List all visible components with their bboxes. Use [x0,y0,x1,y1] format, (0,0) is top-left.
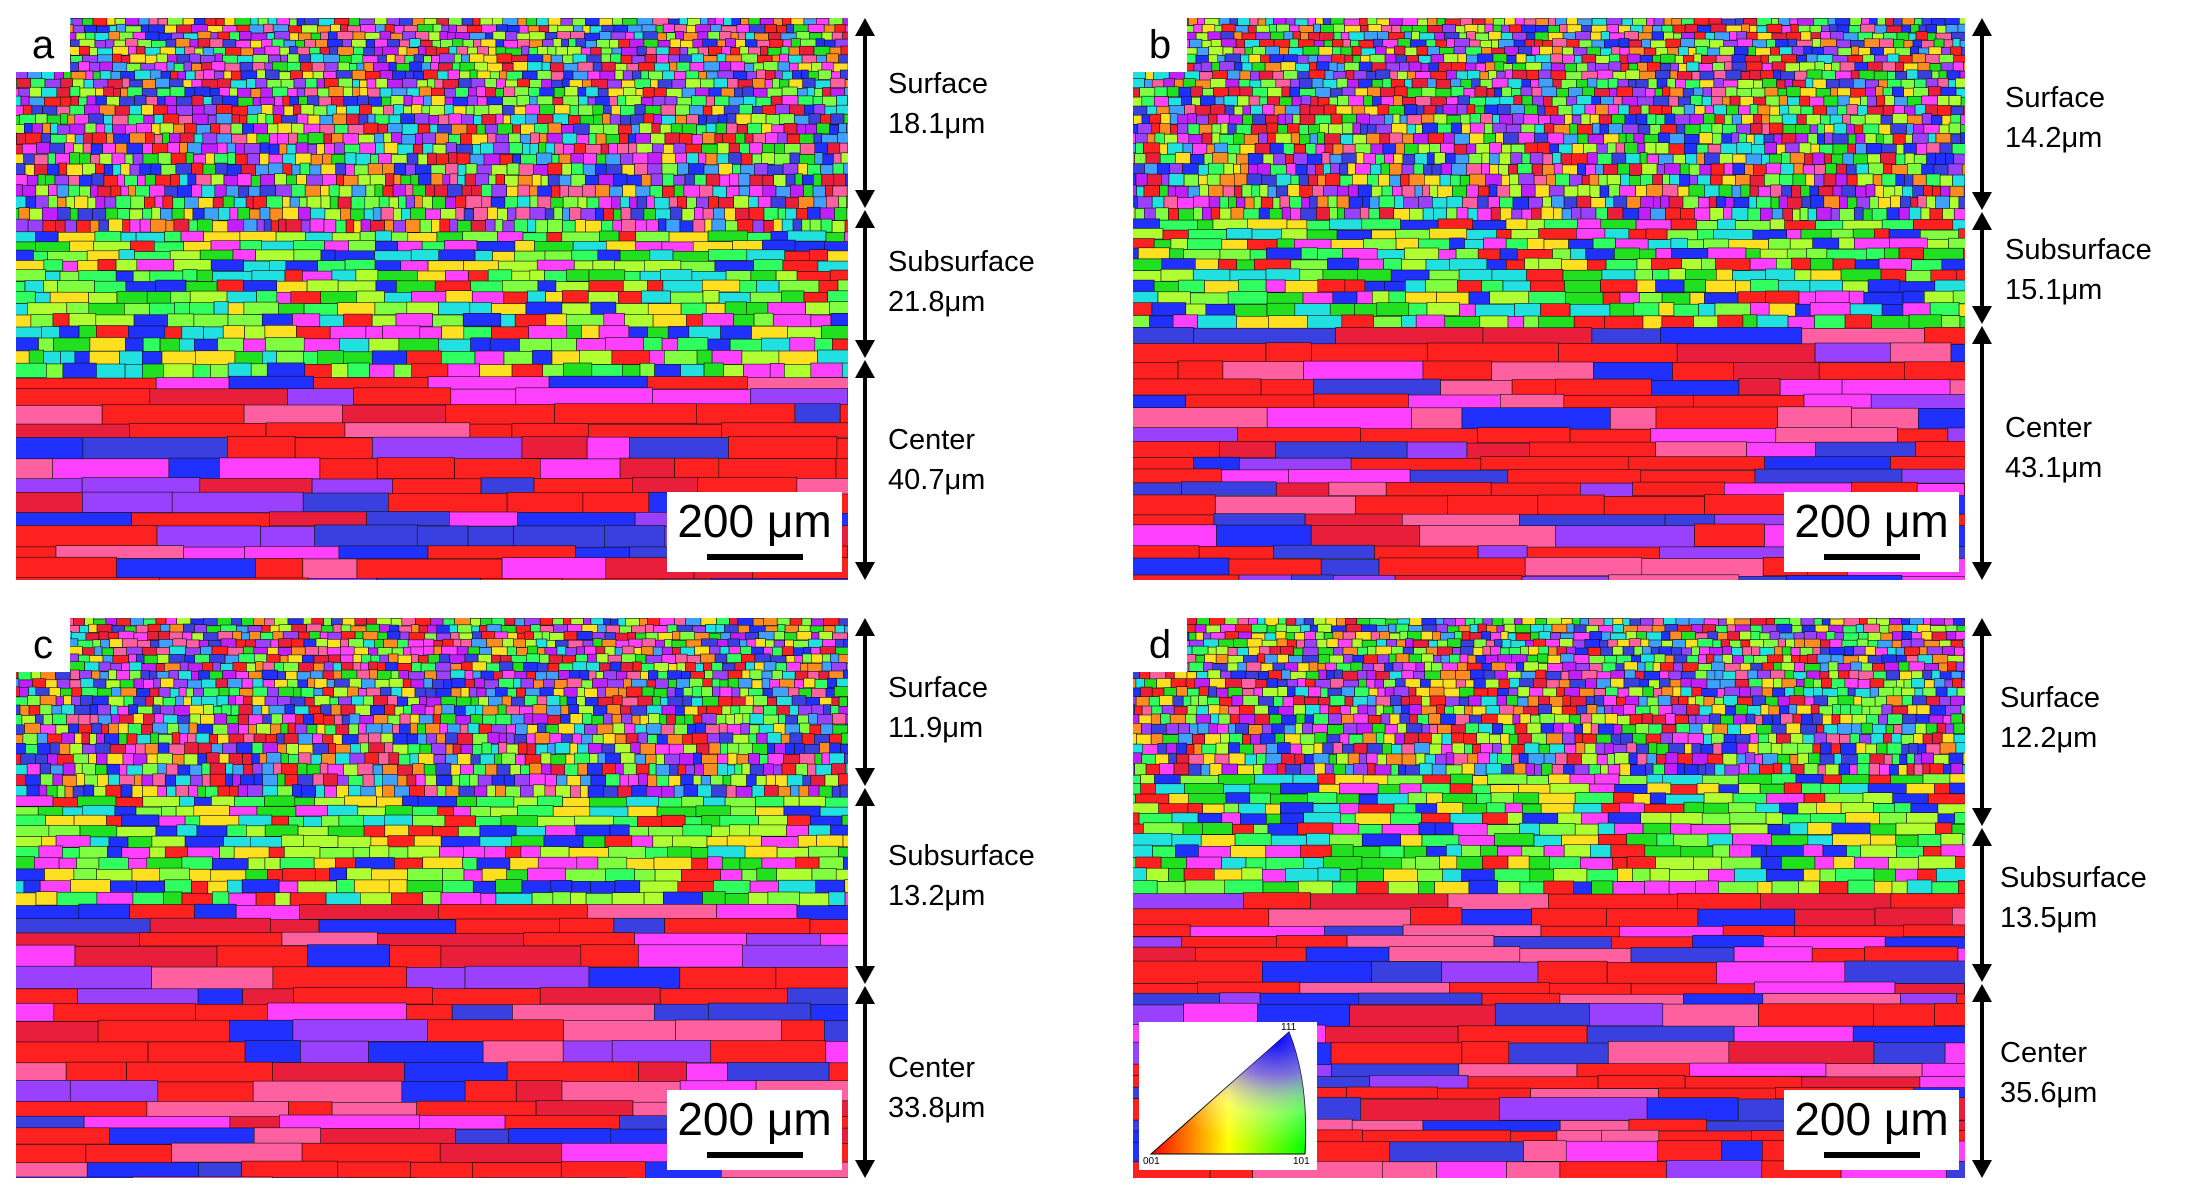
panel-letter-a: a [16,18,70,72]
region-name: Surface [2000,682,2100,714]
grain-size: 43.1μm [2005,452,2103,484]
region-center-label-a: Center 40.7μm [888,420,985,500]
region-surface-label-b: Surface 14.2μm [2005,78,2105,158]
region-subsurface-label-c: Subsurface 13.2μm [888,836,1035,916]
region-center-label-c: Center 33.8μm [888,1048,985,1128]
surface-arrow-c [850,618,880,786]
ipf-triangle [1149,1031,1307,1155]
grain-size: 13.5μm [2000,902,2098,934]
center-arrow-d [1967,984,1997,1178]
scale-bar-label-c: 200 μm [677,1093,832,1145]
scale-bar-c: 200 μm [667,1090,842,1170]
ipf-corner-101: 101 [1293,1156,1310,1167]
scale-bar-label-b: 200 μm [1794,495,1949,547]
scale-bar-b: 200 μm [1784,492,1959,572]
region-name: Subsurface [888,246,1035,278]
grain-size: 11.9μm [888,712,984,744]
region-name: Surface [888,672,988,704]
subsurface-arrow-a [850,210,880,358]
ebsd-map-c: c 200 μm [16,618,848,1178]
center-arrow-b [1967,326,1997,580]
region-name: Subsurface [888,840,1035,872]
ipf-corner-001: 001 [1143,1156,1160,1167]
grain-size: 13.2μm [888,880,986,912]
ipf-corner-111: 111 [1281,1022,1297,1033]
subsurface-arrow-b [1967,212,1997,324]
grain-map-a [16,18,848,580]
ebsd-map-b: b 200 μm [1133,18,1965,580]
region-subsurface-label-b: Subsurface 15.1μm [2005,230,2152,310]
scale-bar-d: 200 μm [1784,1090,1959,1170]
region-name: Subsurface [2005,234,2152,266]
subsurface-arrow-d [1967,828,1997,982]
grain-size: 15.1μm [2005,274,2103,306]
region-surface-label-c: Surface 11.9μm [888,668,988,748]
region-name: Center [888,424,976,456]
center-arrow-c [850,986,880,1178]
region-surface-label-d: Surface 12.2μm [2000,678,2100,758]
region-surface-label-a: Surface 18.1μm [888,64,988,144]
panel-letter-b: b [1133,18,1187,72]
region-name: Center [2000,1037,2088,1069]
surface-arrow-b [1967,18,1997,210]
grain-size: 18.1μm [888,108,986,140]
region-name: Center [2005,412,2093,444]
scale-bar-a: 200 μm [667,492,842,572]
subsurface-arrow-c [850,788,880,984]
scale-bar-label-a: 200 μm [677,495,832,547]
region-subsurface-label-d: Subsurface 13.5μm [2000,858,2147,938]
grain-size: 14.2μm [2005,122,2103,154]
scale-bar-line-b [1824,554,1920,560]
panel-letter-c: c [16,618,70,672]
surface-arrow-a [850,18,880,208]
region-subsurface-label-a: Subsurface 21.8μm [888,242,1035,322]
scale-bar-line-c [707,1152,803,1158]
ebsd-map-d: d 00 [1133,618,1965,1178]
center-arrow-a [850,360,880,580]
region-name: Center [888,1052,976,1084]
region-center-label-d: Center 35.6μm [2000,1033,2097,1113]
grain-size: 40.7μm [888,464,986,496]
region-name: Surface [2005,82,2105,114]
region-center-label-b: Center 43.1μm [2005,408,2102,488]
ebsd-map-a: a 200 μm [16,18,848,580]
region-name: Subsurface [2000,862,2147,894]
ipf-color-key: 001 101 111 [1139,1022,1317,1170]
grain-map-c [16,618,848,1178]
grain-size: 21.8μm [888,286,986,318]
grain-size: 35.6μm [2000,1077,2098,1109]
panel-letter-d: d [1133,618,1187,672]
grain-size: 12.2μm [2000,722,2098,754]
grain-map-d [1133,618,1965,1178]
scale-bar-line-d [1824,1152,1920,1158]
grain-size: 33.8μm [888,1092,986,1124]
scale-bar-line-a [707,554,803,560]
scale-bar-label-d: 200 μm [1794,1093,1949,1145]
surface-arrow-d [1967,618,1997,826]
region-name: Surface [888,68,988,100]
